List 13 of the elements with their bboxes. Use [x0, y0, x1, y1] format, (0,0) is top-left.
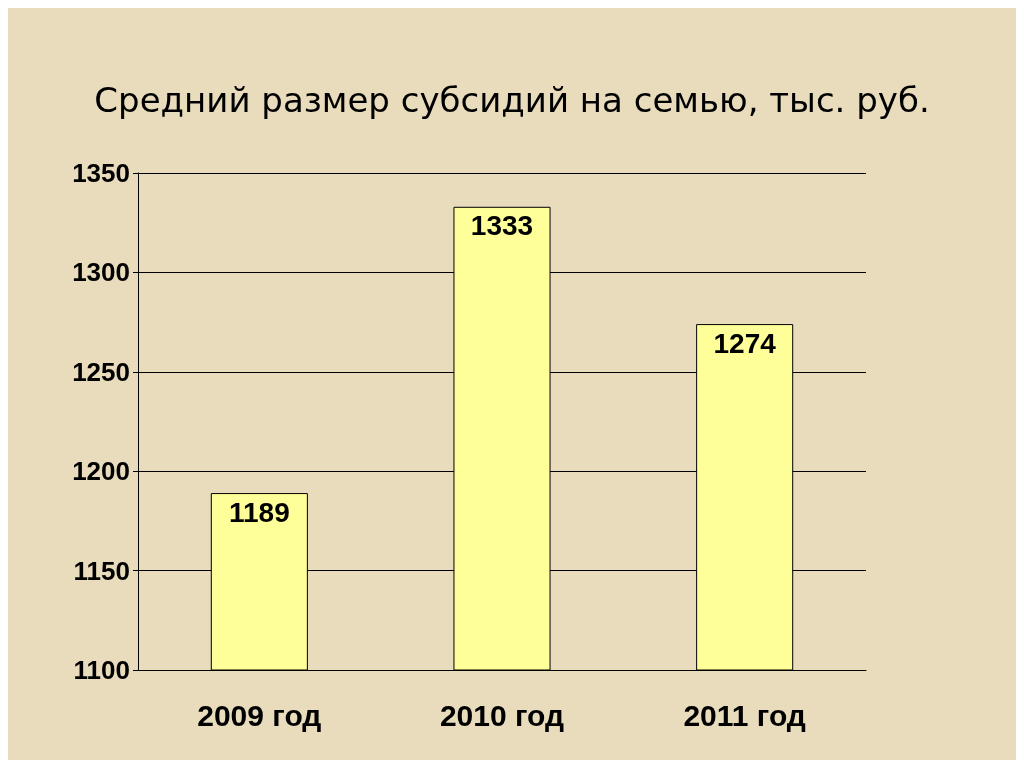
- y-tick-label: 1250: [72, 356, 130, 387]
- y-tick-label: 1350: [72, 158, 130, 188]
- y-tick-label: 1100: [73, 655, 130, 685]
- y-tick-label: 1150: [73, 555, 130, 586]
- data-label: 1333: [470, 210, 534, 242]
- x-tick-label: 2009 год: [197, 698, 322, 732]
- y-tick-label: 1300: [72, 257, 130, 288]
- x-tick-label: 2011 год: [683, 698, 806, 732]
- y-tick-label: 1200: [72, 456, 130, 487]
- x-tick-label: 2010 год: [439, 698, 565, 732]
- chart-title: Средний размер субсидий на семью, тыс. руб.: [94, 80, 930, 120]
- data-label: 1274: [713, 327, 777, 359]
- data-label: 1189: [228, 496, 290, 528]
